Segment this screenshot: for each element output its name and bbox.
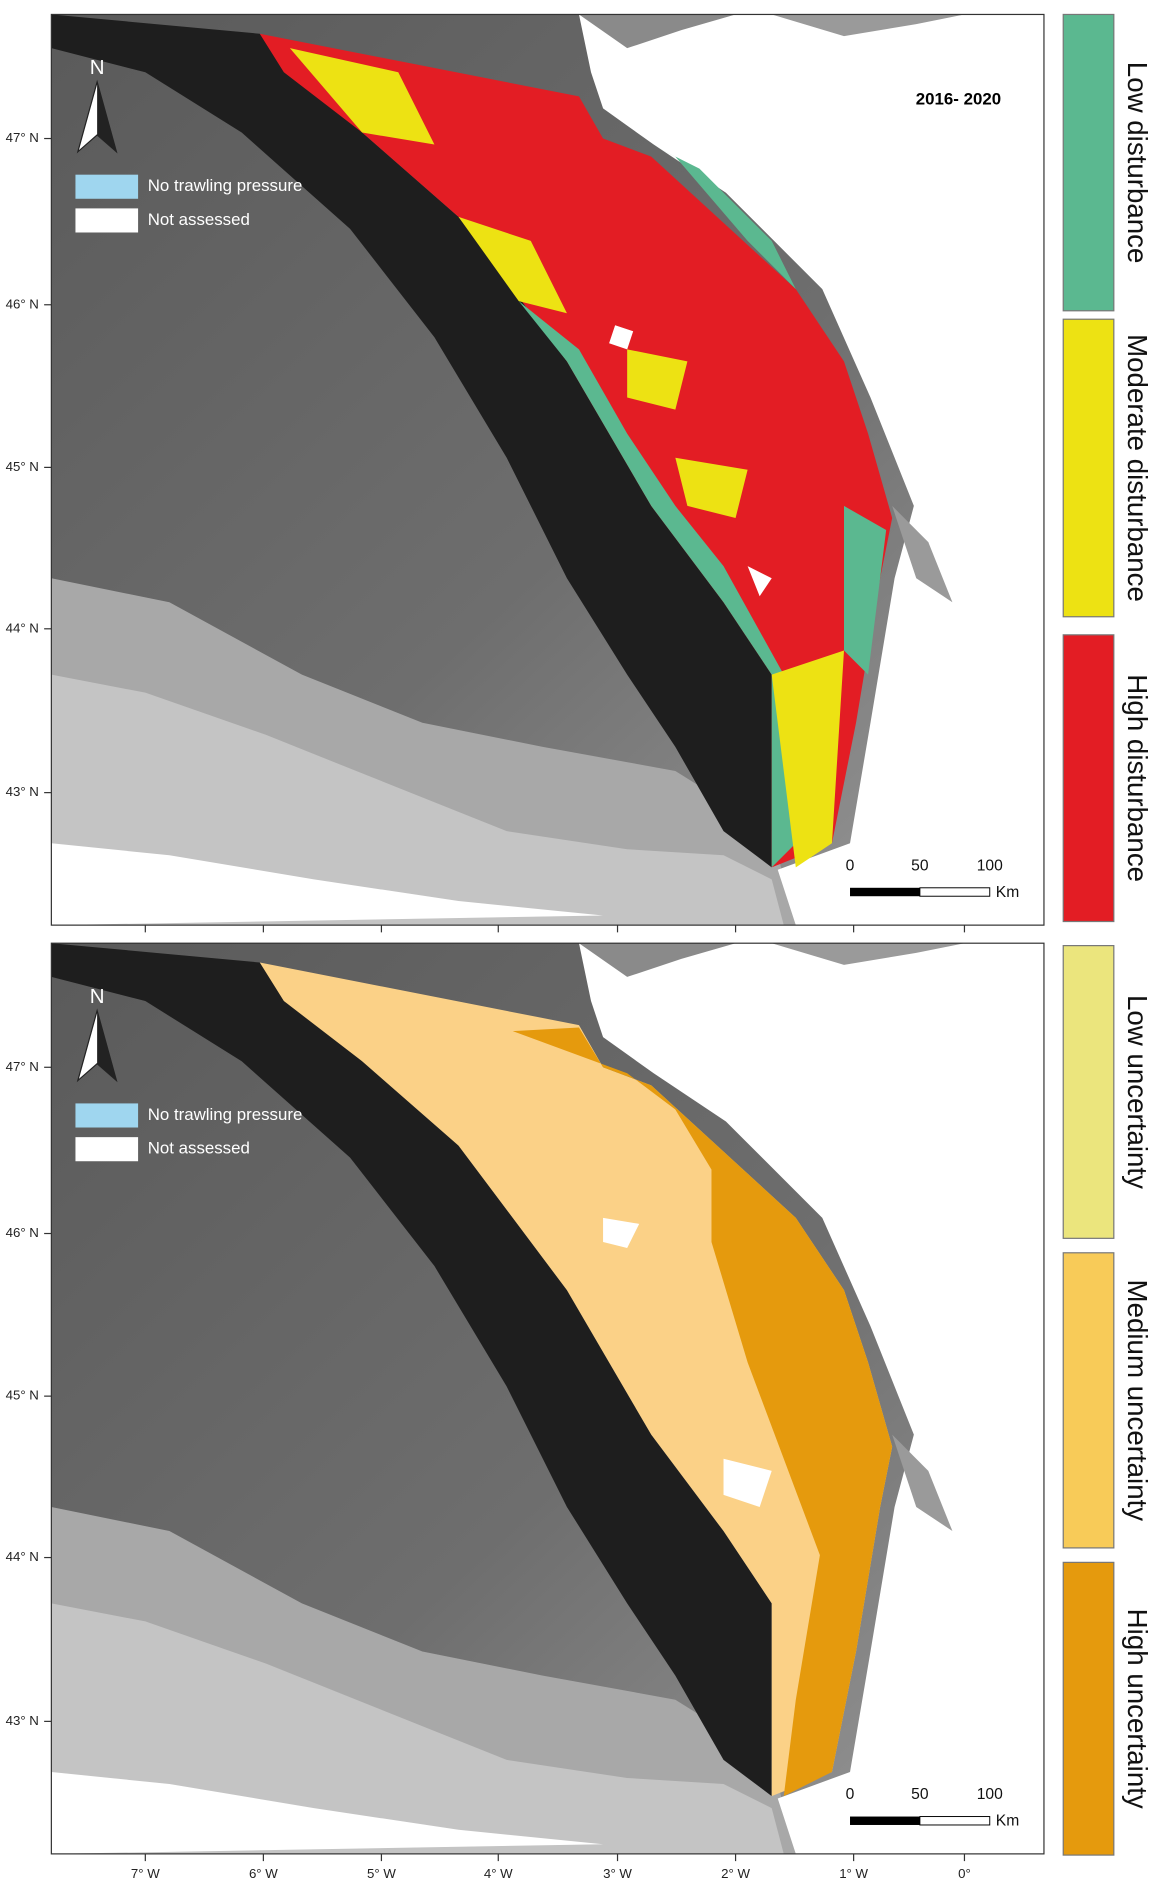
moderate-disturbance-area	[289, 48, 435, 145]
north-label: N	[90, 56, 105, 79]
panel-frame	[50, 13, 1045, 926]
map-panel	[51, 14, 1044, 926]
lon-label: 4° W	[484, 1866, 513, 1881]
low-disturbance-area	[843, 505, 887, 675]
panel-frame	[50, 942, 1045, 1855]
scale-label: 0	[846, 1786, 855, 1803]
lat-label: 44° N	[6, 620, 39, 635]
legend-label: Not assessed	[148, 210, 250, 229]
scale-bar-white	[919, 887, 991, 897]
legend-label: No trawling pressure	[148, 176, 303, 195]
panel-annotations: 2016- 2020 N No trawling pressure Not asses…	[6, 56, 1019, 933]
lon-label: 2° W	[721, 1866, 750, 1881]
legend-swatch	[75, 208, 139, 233]
legend-color-box	[1062, 1561, 1115, 1856]
scale-label: 0	[846, 857, 855, 874]
panel-annotations: N No trawling pressure Not assessed 47° N 46…	[6, 985, 1020, 1881]
scale-unit: Km	[996, 1813, 1019, 1830]
lat-label: 45° N	[6, 1388, 39, 1403]
legend-color-box	[1062, 318, 1115, 618]
panel-title: 2016- 2020	[916, 89, 1001, 108]
high-uncertainty-area	[512, 1027, 893, 1797]
not-assessed-area	[603, 1217, 772, 1507]
north-arrow-half	[97, 81, 117, 152]
legend-class-label: High disturbance	[1122, 674, 1153, 882]
lat-label: 43° N	[6, 784, 39, 799]
moderate-disturbance-area	[458, 216, 567, 314]
legend-class-label: Low uncertainty	[1122, 995, 1153, 1189]
map-panel	[50, 942, 1045, 1855]
scale-bar-black	[850, 1816, 920, 1825]
lon-label: 6° W	[249, 1866, 278, 1881]
lat-label: 46° N	[6, 1225, 39, 1240]
legend-color-box	[1062, 1252, 1115, 1549]
lon-label: 5° W	[367, 1866, 396, 1881]
lat-label: 46° N	[6, 296, 39, 311]
legend-color-box	[1062, 634, 1115, 923]
scale-unit: Km	[996, 884, 1019, 901]
legend-color-box	[1062, 945, 1115, 1239]
lon-label: 1° W	[839, 1866, 868, 1881]
scale-label: 100	[977, 1786, 1003, 1803]
north-label: N	[90, 985, 105, 1008]
scale-bar-black	[850, 887, 920, 897]
scale-bar-white	[919, 1816, 991, 1826]
legend-class-label: Moderate disturbance	[1122, 334, 1153, 602]
legend-class-label: High uncertainty	[1122, 1609, 1153, 1809]
legend-swatch	[75, 1103, 139, 1128]
legend-class-label: Low disturbance	[1122, 62, 1153, 264]
legend-label: Not assessed	[148, 1139, 250, 1158]
lat-label: 43° N	[6, 1713, 39, 1728]
legend-color-box	[1062, 13, 1115, 312]
moderate-disturbance-area	[675, 457, 748, 518]
lat-label: 45° N	[6, 459, 39, 474]
moderate-disturbance-area	[771, 650, 844, 868]
lon-label: 7° W	[131, 1866, 160, 1881]
legend-swatch	[75, 174, 139, 199]
high-disturbance-area	[259, 33, 893, 868]
lon-label: 0°	[958, 1866, 971, 1881]
scale-label: 100	[977, 857, 1003, 874]
legend-class-label: Medium uncertainty	[1122, 1280, 1153, 1522]
lon-label: 3° W	[603, 1866, 632, 1881]
lat-label: 44° N	[6, 1549, 39, 1564]
legend-label: No trawling pressure	[148, 1105, 303, 1124]
lat-label: 47° N	[6, 1059, 39, 1074]
scale-label: 50	[911, 857, 929, 874]
legend-swatch	[75, 1137, 139, 1162]
moderate-disturbance-area	[627, 349, 688, 410]
scale-label: 50	[911, 1786, 929, 1803]
lat-label: 47° N	[6, 130, 39, 145]
